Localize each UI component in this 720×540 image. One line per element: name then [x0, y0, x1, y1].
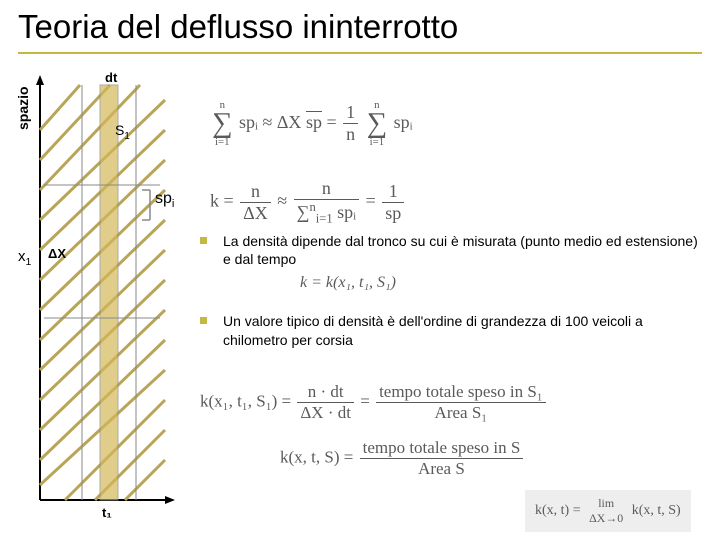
spazio-axis-label: spazio — [15, 86, 31, 130]
formula-k-density: k = nΔX ≈ n∑ni=1 spᵢ = 1sp — [210, 178, 406, 227]
label-x1: x1 — [18, 248, 31, 268]
bullet-square-icon — [200, 317, 207, 324]
t1-label: t₁ — [102, 505, 112, 520]
bullet-square-icon — [200, 237, 207, 244]
page-title: Teoria del deflusso ininterrotto — [18, 8, 702, 46]
formula-k-limit: k(x, t) = limΔX→0 k(x, t, S) — [525, 490, 691, 532]
formula-sum-sp: n∑i=1 spᵢ ≈ ΔX sp = 1n n∑i=1 spᵢ — [210, 100, 413, 148]
bullet-list: La densità dipende dal tronco su cui è m… — [200, 232, 700, 393]
label-s1: S1 — [115, 122, 130, 142]
deltaX-label: ΔX — [48, 246, 66, 261]
dt-label: dt — [105, 70, 118, 85]
formula-k-expanded: k(x₁, t₁, S₁) = n · dtΔX · dt = tempo to… — [200, 382, 548, 423]
title-underline: Teoria del deflusso ininterrotto — [18, 8, 702, 54]
list-item: La densità dipende dal tronco su cui è m… — [200, 232, 700, 268]
bullet-text: Un valore tipico di densità è dell'ordin… — [223, 312, 700, 348]
label-spi: spi — [155, 190, 174, 210]
formula-k-general: k(x, t, S) = tempo totale speso in SArea… — [280, 438, 525, 479]
spacetime-diagram: spazio dt ΔX t₁ — [10, 70, 180, 520]
bullet-text: La densità dipende dal tronco su cui è m… — [223, 232, 700, 268]
formula-k-args: k = k(x₁, t₁, S₁) — [300, 274, 396, 292]
list-item: Un valore tipico di densità è dell'ordin… — [200, 312, 700, 348]
